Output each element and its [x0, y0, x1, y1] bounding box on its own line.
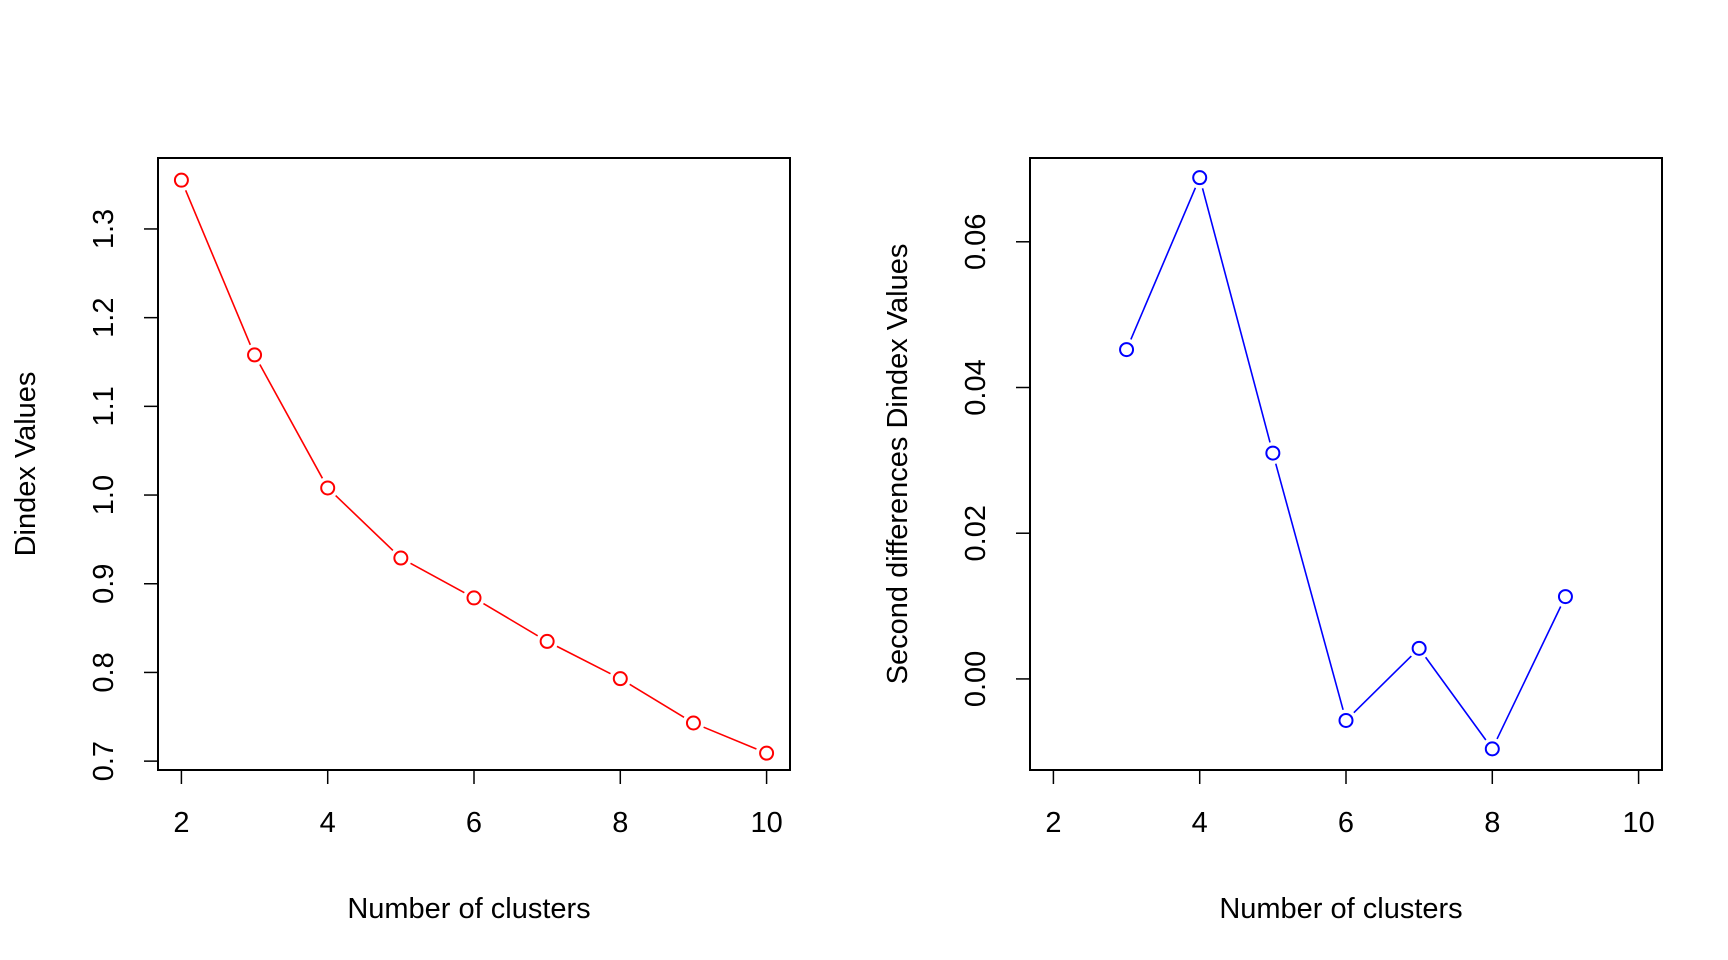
- series-line-segment: [335, 494, 394, 551]
- y-tick-label: 1.1: [88, 386, 120, 426]
- series-line-segment: [1274, 463, 1344, 711]
- x-tick-label: 2: [1045, 807, 1061, 839]
- data-point: [1338, 712, 1354, 728]
- series-group: [1119, 170, 1573, 757]
- data-point: [1192, 170, 1208, 186]
- y-tick-label: 0.9: [88, 564, 120, 604]
- x-tick-label: 8: [1484, 807, 1500, 839]
- dindex-plot: 2 4 6 8 10 0.7 0.8 0.9 1.0 1.1 1.2 1.3 Number of cl…: [10, 157, 791, 925]
- x-tick-label: 8: [612, 807, 628, 839]
- data-point: [320, 480, 336, 496]
- series-line-segment: [703, 726, 757, 750]
- plot-frame: [157, 157, 791, 771]
- tick-labels: 2 4 6 8 10 0.00 0.02 0.04 0.06: [960, 214, 1655, 839]
- y-axis-label: Second differences Dindex Values: [882, 244, 914, 685]
- second-differences-plot: 2 4 6 8 10 0.00 0.02 0.04 0.06 Number of cluster…: [882, 157, 1663, 925]
- y-tick-label: 0.00: [960, 651, 992, 707]
- y-tick-label: 0.02: [960, 505, 992, 561]
- x-tick-label: 4: [1192, 807, 1208, 839]
- data-point: [466, 590, 482, 606]
- y-axis-label: Dindex Values: [10, 372, 42, 557]
- data-point: [685, 715, 701, 731]
- x-tick-label: 10: [750, 807, 782, 839]
- x-tick-label: 6: [466, 807, 482, 839]
- data-point: [1557, 589, 1573, 605]
- data-point: [247, 347, 263, 363]
- series-line-segment: [410, 562, 465, 594]
- tick-labels: 2 4 6 8 10 0.7 0.8 0.9 1.0 1.1 1.2 1.3: [88, 209, 783, 839]
- series-group: [173, 172, 775, 761]
- x-tick-label: 10: [1622, 807, 1654, 839]
- x-tick-label: 6: [1338, 807, 1354, 839]
- y-tick-label: 1.0: [88, 475, 120, 515]
- x-tick-label: 4: [320, 807, 336, 839]
- data-point: [1265, 445, 1281, 461]
- tick-marks: [1016, 241, 1640, 784]
- series-line-segment: [1130, 187, 1197, 340]
- data-point: [539, 633, 555, 649]
- data-point: [1484, 741, 1500, 757]
- series-line-segment: [1424, 656, 1487, 741]
- series-line-segment: [1201, 188, 1271, 443]
- tick-marks: [144, 228, 768, 784]
- series-line-segment: [1496, 606, 1562, 740]
- series-line-segment: [556, 645, 611, 675]
- data-point: [759, 745, 775, 761]
- x-axis-label: Number of clusters: [1219, 893, 1462, 925]
- y-tick-label: 1.2: [88, 297, 120, 337]
- data-point: [393, 550, 409, 566]
- data-point: [612, 671, 628, 687]
- series-line-segment: [1353, 655, 1412, 714]
- series-line-segment: [259, 364, 324, 479]
- series-line-segment: [483, 602, 539, 637]
- y-tick-label: 0.8: [88, 652, 120, 692]
- data-point: [173, 172, 189, 188]
- data-point: [1119, 342, 1135, 358]
- x-tick-label: 2: [173, 807, 189, 839]
- data-point: [1411, 640, 1427, 656]
- y-tick-label: 0.7: [88, 741, 120, 781]
- x-axis-label: Number of clusters: [347, 893, 590, 925]
- plot-frame: [1029, 157, 1663, 771]
- series-line-segment: [629, 683, 685, 718]
- y-tick-label: 1.3: [88, 209, 120, 249]
- series-line-segment: [184, 190, 252, 346]
- y-tick-label: 0.04: [960, 359, 992, 415]
- y-tick-label: 0.06: [960, 214, 992, 270]
